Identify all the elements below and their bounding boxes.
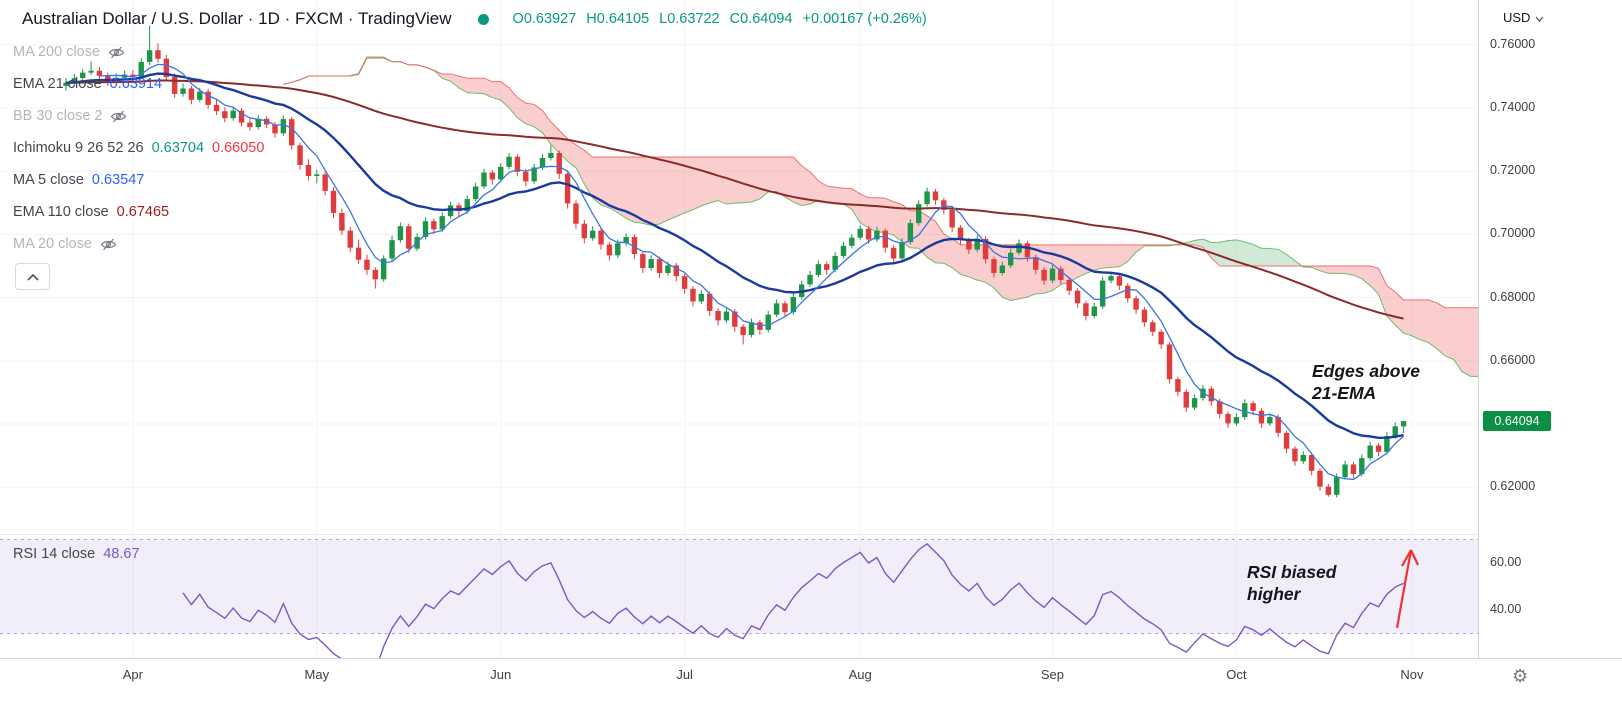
time-axis-label-oct: Oct: [1226, 667, 1247, 682]
legend-item-label: MA 200 close: [13, 44, 101, 60]
legend-item-value: 0.63704: [151, 140, 205, 156]
symbol-title[interactable]: Australian Dollar / U.S. Dollar · 1D · F…: [22, 9, 452, 28]
chevron-down-icon: [1535, 10, 1544, 25]
price-axis-label: 0.72000: [1490, 163, 1536, 178]
chevron-up-icon: [26, 268, 39, 286]
legend-item-ema21[interactable]: EMA 21 close 0.63914: [13, 68, 264, 100]
legend-item-label: MA 20 close: [13, 236, 92, 252]
time-axis-label-aug: Aug: [848, 667, 872, 682]
legend-item-value: 0.67465: [116, 204, 170, 220]
pane-separator[interactable]: [0, 534, 1478, 535]
time-axis-label-jun: Jun: [490, 667, 512, 682]
annotation-line: Edges above: [1312, 361, 1420, 381]
market-status-dot-icon[interactable]: [477, 13, 489, 25]
legend-collapse-button[interactable]: [15, 263, 50, 290]
rsi-legend-label: RSI 14 close: [13, 546, 96, 562]
ohlc-readout: O0.63927 H0.64105 L0.63722 C0.64094 +0.0…: [513, 11, 927, 27]
rsi-annotation: RSI biased higher: [1247, 561, 1336, 605]
annotation-line: RSI biased: [1247, 562, 1337, 582]
price-pane-canvas[interactable]: [0, 0, 1478, 534]
eye-off-icon[interactable]: [108, 46, 125, 59]
price-axis-label: 0.66000: [1490, 352, 1536, 367]
legend-item-label: EMA 21 close: [13, 76, 102, 92]
legend-item-ema110[interactable]: EMA 110 close 0.67465: [13, 196, 264, 228]
rsi-legend-value: 48.67: [103, 546, 140, 562]
ohlc-change: +0.00167 (+0.26%): [802, 11, 927, 27]
legend-item-label: Ichimoku 9 26 52 26: [13, 140, 144, 156]
legend-item-value: 0.66050: [212, 140, 265, 156]
rsi-axis-label: 40.00: [1490, 602, 1522, 617]
rsi-pane-canvas[interactable]: [0, 535, 1478, 658]
legend-item-ma20[interactable]: MA 20 close: [13, 228, 264, 260]
time-axis[interactable]: ⚙ Apr May Jun Jul Aug Sep Oct Nov: [0, 658, 1622, 717]
legend-item-bb30[interactable]: BB 30 close 2: [13, 100, 264, 132]
rsi-axis-label: 60.00: [1490, 554, 1522, 569]
legend-item-value: 0.63914: [109, 76, 163, 92]
price-axis-label: 0.62000: [1490, 479, 1536, 494]
ohlc-close: C0.64094: [729, 11, 793, 27]
gear-icon[interactable]: ⚙: [1512, 666, 1529, 686]
price-axis-label: 0.74000: [1490, 100, 1536, 115]
annotation-line: higher: [1247, 584, 1301, 604]
ohlc-open: O0.63927: [512, 11, 577, 27]
time-axis-label-sep: Sep: [1040, 667, 1065, 682]
legend-item-ichimoku[interactable]: Ichimoku 9 26 52 26 0.63704 0.66050: [13, 132, 264, 164]
time-axis-label-nov: Nov: [1400, 667, 1424, 682]
chart-header: Australian Dollar / U.S. Dollar · 1D · F…: [22, 9, 927, 29]
legend-item-value: 0.63547: [91, 172, 145, 188]
legend-item-ma200[interactable]: MA 200 close: [13, 36, 264, 68]
up-arrow-icon: [1395, 549, 1413, 629]
ohlc-low: L0.63722: [659, 11, 720, 27]
last-price-badge: 0.64094: [1483, 411, 1551, 432]
rsi-legend[interactable]: RSI 14 close 48.67: [13, 546, 140, 562]
legend-item-label: BB 30 close 2: [13, 108, 103, 124]
price-axis-label: 0.76000: [1490, 36, 1536, 51]
annotation-line: 21-EMA: [1312, 383, 1377, 403]
price-axis-label: 0.68000: [1490, 289, 1536, 304]
time-axis-label-may: May: [304, 667, 330, 682]
price-axis-label: 0.70000: [1490, 226, 1536, 241]
time-axis-label-apr: Apr: [122, 667, 143, 682]
legend-item-label: EMA 110 close: [13, 204, 109, 220]
legend-item-label: MA 5 close: [13, 172, 84, 188]
eye-off-icon[interactable]: [110, 110, 127, 123]
ohlc-high: H0.64105: [586, 11, 650, 27]
price-annotation: Edges above 21-EMA: [1312, 360, 1420, 404]
eye-off-icon[interactable]: [100, 238, 117, 251]
indicator-legend: MA 200 close EMA 21 close 0.63914 BB 30 …: [13, 36, 264, 260]
price-axis[interactable]: USD 0.64094 0.76000 0.74000 0.72000 0.70000…: [1478, 0, 1622, 658]
currency-selector[interactable]: USD: [1503, 10, 1544, 25]
time-axis-label-jul: Jul: [676, 667, 693, 682]
legend-item-ma5[interactable]: MA 5 close 0.63547: [13, 164, 264, 196]
currency-label: USD: [1503, 10, 1531, 25]
